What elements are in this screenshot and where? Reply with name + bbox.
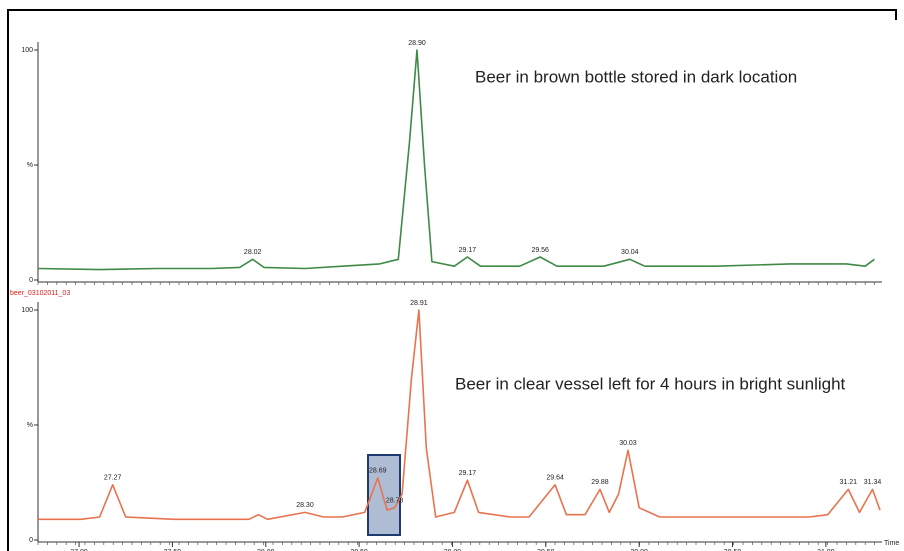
- trace-line: [37, 49, 875, 271]
- panel-title: Beer in clear vessel left for 4 hours in…: [455, 374, 846, 393]
- x-tick-label: 30.59: [724, 549, 742, 551]
- peak-label: 28.69: [369, 468, 387, 475]
- highlight-box: [367, 454, 401, 536]
- x-tick-label: 27.59: [164, 549, 182, 551]
- peak-label: 31.21: [839, 479, 857, 486]
- y-tick-label: 100: [21, 47, 33, 54]
- x-tick-label: 30.09: [630, 549, 648, 551]
- x-tick-label: 29.59: [537, 549, 555, 551]
- peak-label: 29.17: [459, 247, 477, 254]
- peak-label: 27.27: [104, 475, 122, 482]
- y-tick-label: %: [27, 162, 33, 169]
- peak-label: 30.04: [621, 249, 639, 256]
- peak-label: 28.30: [296, 502, 314, 509]
- peak-label: 28.91: [410, 300, 428, 307]
- peak-label: 28.02: [244, 249, 262, 256]
- y-tick-label: 100: [21, 307, 33, 314]
- y-tick-label: 0: [29, 537, 33, 544]
- peak-label: 30.03: [619, 440, 637, 447]
- y-tick-label: %: [27, 422, 33, 429]
- peak-label: 28.78: [386, 498, 404, 505]
- x-tick-label: 29.09: [444, 549, 462, 551]
- panel-title: Beer in brown bottle stored in dark loca…: [475, 67, 797, 86]
- x-tick-label: 27.09: [70, 549, 88, 551]
- y-tick-label: 0: [29, 277, 33, 284]
- trace-label: beer_03102011_03: [10, 290, 70, 297]
- x-axis-label: Time: [884, 540, 899, 547]
- peak-label: 28.90: [408, 40, 426, 47]
- x-tick-label: 28.09: [257, 549, 275, 551]
- peak-label: 29.88: [591, 479, 609, 486]
- x-tick-label: 28.59: [350, 549, 368, 551]
- x-tick-label: 31.09: [817, 549, 835, 551]
- frame: [7, 9, 897, 551]
- peak-label: 29.64: [546, 475, 564, 482]
- trace-line: [38, 309, 881, 521]
- peak-label: 29.56: [531, 247, 549, 254]
- peak-label: 31.34: [864, 479, 882, 486]
- peak-label: 29.17: [459, 470, 477, 477]
